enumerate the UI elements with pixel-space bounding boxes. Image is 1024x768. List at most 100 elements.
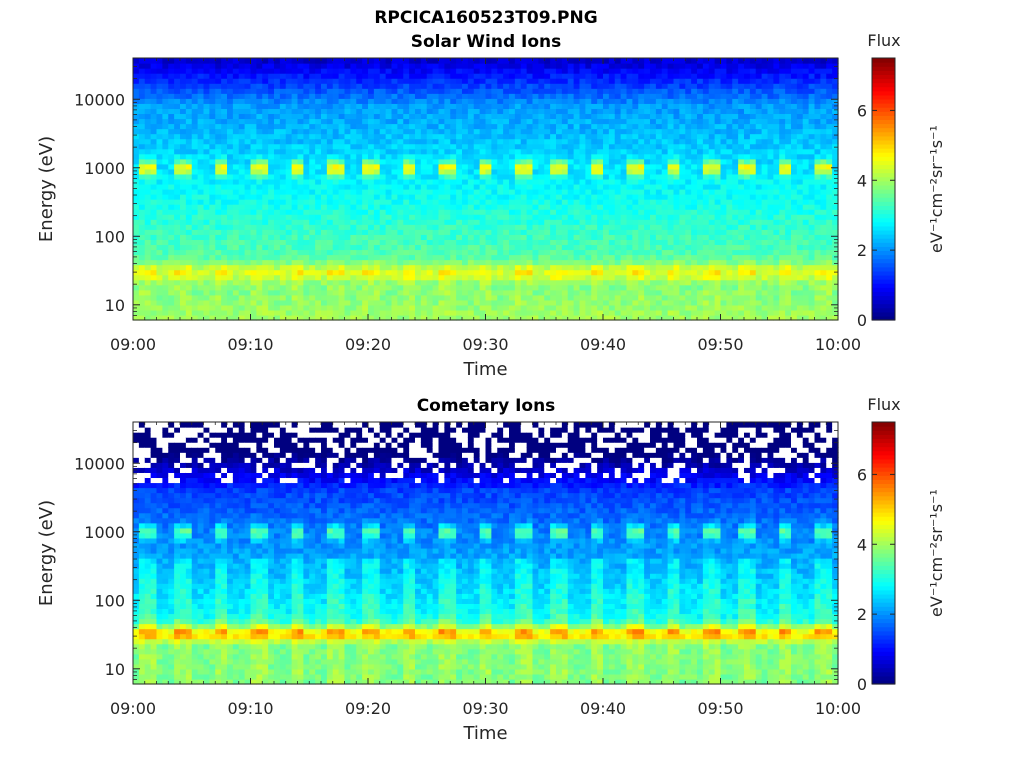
heatmap-cell xyxy=(538,214,545,220)
heatmap-cell xyxy=(180,309,187,316)
heatmap-cell xyxy=(503,229,510,235)
heatmap-cell xyxy=(138,224,146,230)
heatmap-cell xyxy=(274,244,281,251)
heatmap-cell xyxy=(262,204,269,210)
heatmap-cell xyxy=(497,123,504,130)
heatmap-cell xyxy=(561,183,569,190)
heatmap-cell xyxy=(556,219,563,225)
heatmap-cell xyxy=(597,163,604,170)
heatmap-cell xyxy=(297,239,304,246)
heatmap-cell xyxy=(514,178,522,185)
heatmap-cell xyxy=(661,158,669,165)
heatmap-cell xyxy=(526,73,534,79)
heatmap-cell xyxy=(561,199,569,205)
heatmap-cell xyxy=(673,128,680,135)
heatmap-cell xyxy=(638,314,645,321)
heatmap-cell xyxy=(526,123,534,130)
heatmap-cell xyxy=(614,249,622,256)
heatmap-cell xyxy=(679,259,686,266)
heatmap-cell xyxy=(485,148,492,155)
heatmap-cell xyxy=(373,123,381,130)
heatmap-cell xyxy=(315,284,322,291)
heatmap-cell xyxy=(268,194,275,200)
heatmap-cell xyxy=(215,209,222,215)
heatmap-cell xyxy=(409,123,416,130)
heatmap-cell xyxy=(209,199,216,205)
heatmap-cell xyxy=(426,128,434,135)
heatmap-cell xyxy=(397,58,404,64)
heatmap-cell xyxy=(544,289,551,296)
heatmap-cell xyxy=(385,68,393,74)
heatmap-cell xyxy=(679,289,686,296)
heatmap-cell xyxy=(526,183,534,190)
heatmap-cell xyxy=(538,78,545,84)
heatmap-cell xyxy=(503,189,510,195)
heatmap-cell xyxy=(326,289,334,296)
heatmap-cell xyxy=(168,153,175,160)
heatmap-cell xyxy=(538,314,545,321)
heatmap-cell xyxy=(432,183,440,190)
heatmap-cell xyxy=(197,168,205,175)
heatmap-cell xyxy=(438,128,445,135)
heatmap-cell xyxy=(638,234,645,240)
heatmap-cell xyxy=(215,279,222,286)
heatmap-cell xyxy=(503,214,510,220)
heatmap-cell xyxy=(620,178,628,185)
heatmap-cell xyxy=(444,224,451,230)
heatmap-cell xyxy=(556,304,563,311)
heatmap-cell xyxy=(144,289,152,296)
heatmap-cell xyxy=(297,118,304,125)
heatmap-cell xyxy=(514,279,522,286)
heatmap-cell xyxy=(514,108,522,115)
heatmap-cell xyxy=(338,314,346,321)
heatmap-cell xyxy=(603,58,610,64)
heatmap-cell xyxy=(444,229,451,235)
heatmap-cell xyxy=(556,204,563,210)
heatmap-cell xyxy=(391,158,398,165)
heatmap-cell xyxy=(473,234,481,240)
heatmap-cell xyxy=(297,98,304,104)
heatmap-cell xyxy=(379,269,387,276)
heatmap-cell xyxy=(150,143,158,150)
heatmap-cell xyxy=(156,269,163,276)
heatmap-cell xyxy=(309,239,316,246)
heatmap-cell xyxy=(626,204,633,210)
heatmap-cell xyxy=(561,304,569,311)
heatmap-cell xyxy=(191,224,199,230)
heatmap-cell xyxy=(632,194,639,200)
heatmap-cell xyxy=(585,289,592,296)
heatmap-cell xyxy=(221,78,228,84)
heatmap-cell xyxy=(297,108,304,115)
heatmap-cell xyxy=(438,259,445,266)
heatmap-cell xyxy=(285,254,293,261)
heatmap-cell xyxy=(573,234,581,240)
heatmap-cell xyxy=(244,158,252,165)
heatmap-cell xyxy=(232,88,240,94)
heatmap-cell xyxy=(626,209,633,215)
heatmap-cell xyxy=(614,264,622,271)
heatmap-cell xyxy=(174,309,181,316)
heatmap-cell xyxy=(215,264,222,271)
heatmap-cell xyxy=(315,183,322,190)
heatmap-cell xyxy=(379,259,387,266)
heatmap-cell xyxy=(691,128,698,135)
heatmap-cell xyxy=(532,304,539,311)
heatmap-cell xyxy=(350,284,357,291)
heatmap-cell xyxy=(133,68,140,74)
heatmap-cell xyxy=(144,163,152,170)
heatmap-cell xyxy=(514,128,522,135)
heatmap-cell xyxy=(597,224,604,230)
heatmap-cell xyxy=(368,284,375,291)
heatmap-cell xyxy=(467,138,475,145)
heatmap-cell xyxy=(650,153,657,160)
heatmap-cell xyxy=(479,244,487,251)
heatmap-cell xyxy=(661,199,669,205)
heatmap-cell xyxy=(191,304,199,311)
heatmap-cell xyxy=(215,299,222,306)
heatmap-cell xyxy=(544,304,551,311)
heatmap-cell xyxy=(503,304,510,311)
heatmap-cell xyxy=(227,299,234,306)
heatmap-cell xyxy=(650,269,657,276)
heatmap-cell xyxy=(509,123,516,130)
heatmap-cell xyxy=(262,183,269,190)
